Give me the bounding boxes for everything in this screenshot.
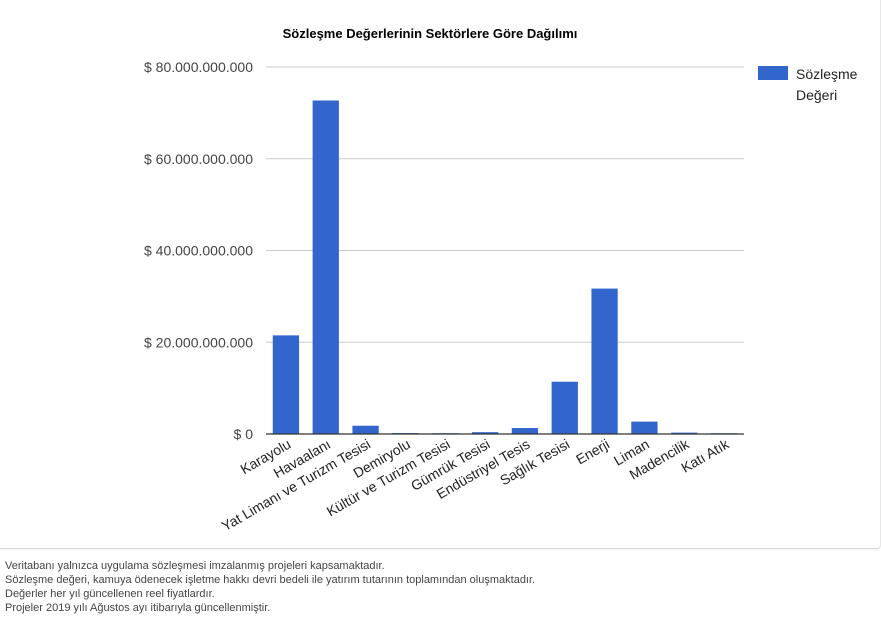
footnote-line: Projeler 2019 yılı Ağustos ayı itibarıyl…	[5, 602, 271, 614]
bar[interactable]	[591, 288, 618, 434]
legend[interactable]: Sözleşme Değeri	[758, 66, 858, 103]
bar[interactable]	[511, 428, 539, 434]
x-tick-label: Enerji	[573, 436, 612, 468]
x-tick-label: Yat Limanı ve Turizm Tesisi	[219, 436, 373, 534]
chart-title: Sözleşme Değerlerinin Sektörlere Göre Da…	[283, 26, 578, 41]
y-axis-labels: $ 0 $ 20.000.000.000 $ 40.000.000.000 $ 60.…	[144, 59, 253, 442]
footnote-line: Değerler her yıl güncellenen reel fiyatl…	[5, 588, 215, 600]
chart-card: Sözleşme Değerlerinin Sektörlere Göre Da…	[0, 0, 881, 549]
y-tick-label: $ 80.000.000.000	[144, 59, 253, 75]
bar[interactable]	[312, 100, 339, 435]
y-tick-label: $ 60.000.000.000	[144, 151, 253, 167]
gridlines	[266, 66, 744, 343]
footnotes: Veritabanı yalnızca uygulama sözleşmesi …	[5, 559, 865, 615]
bar[interactable]	[551, 381, 578, 434]
y-tick-label: $ 20.000.000.000	[144, 334, 253, 350]
bar[interactable]	[631, 421, 658, 434]
footnote-line: Veritabanı yalnızca uygulama sözleşmesi …	[5, 560, 385, 572]
y-tick-label: $ 40.000.000.000	[144, 243, 253, 259]
footnote-line: Sözleşme değeri, kamuya ödenecek işletme…	[5, 574, 536, 586]
legend-swatch	[758, 66, 788, 80]
bar[interactable]	[352, 425, 379, 434]
bar-chart: Sözleşme Değerlerinin Sektörlere Göre Da…	[144, 26, 858, 534]
y-tick-label: $ 0	[234, 426, 254, 442]
legend-label: Değeri	[796, 87, 837, 103]
bar[interactable]	[272, 335, 300, 434]
bar[interactable]	[671, 432, 698, 434]
bars	[272, 100, 738, 435]
legend-label: Sözleşme	[796, 66, 858, 82]
bar[interactable]	[471, 432, 499, 434]
